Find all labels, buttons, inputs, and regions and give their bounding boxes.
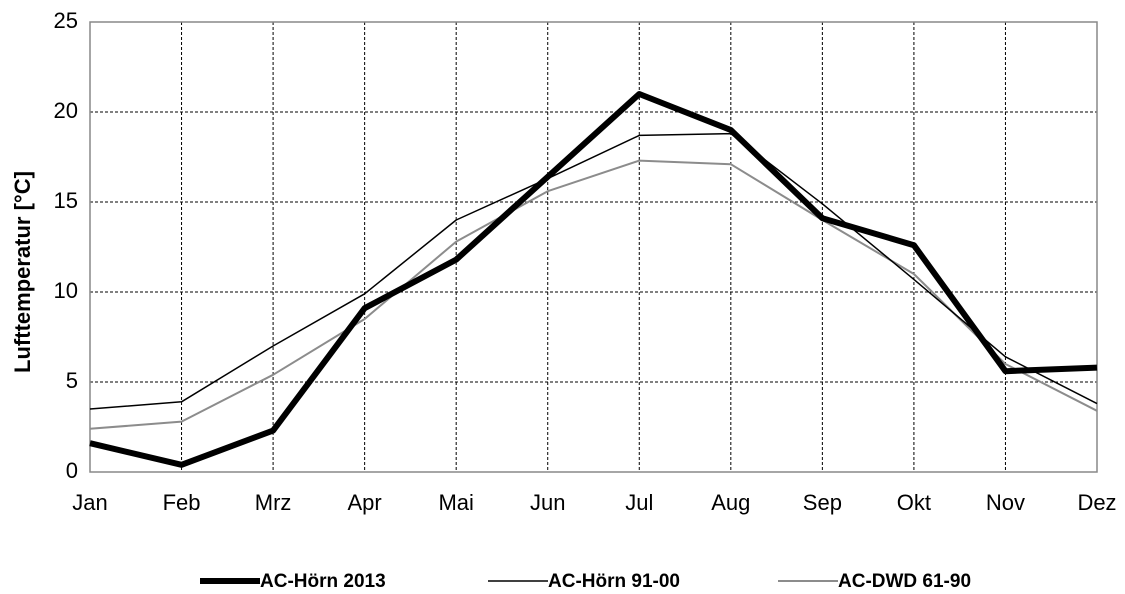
y-tick-label: 5 bbox=[66, 368, 78, 393]
x-tick-label: Sep bbox=[803, 490, 842, 515]
y-tick-label: 15 bbox=[54, 188, 78, 213]
x-tick-label: Mai bbox=[438, 490, 473, 515]
x-tick-label: Jan bbox=[72, 490, 107, 515]
plot-border bbox=[89, 21, 1098, 473]
legend-label: AC-Hörn 2013 bbox=[260, 571, 386, 592]
series-line bbox=[89, 91, 1098, 468]
y-tick-label: 25 bbox=[54, 8, 78, 33]
x-tick-label: Aug bbox=[711, 490, 750, 515]
series-line bbox=[89, 159, 1098, 430]
x-tick-label: Feb bbox=[163, 490, 201, 515]
y-tick-label: 20 bbox=[54, 98, 78, 123]
x-tick-label: Apr bbox=[348, 490, 382, 515]
x-tick-label: Jun bbox=[530, 490, 565, 515]
y-tick-label: 0 bbox=[66, 458, 78, 483]
series-line bbox=[89, 132, 1098, 410]
y-tick-label: 10 bbox=[54, 278, 78, 303]
x-tick-label: Nov bbox=[986, 490, 1025, 515]
legend-label: AC-DWD 61-90 bbox=[838, 571, 971, 592]
x-tick-label: Mrz bbox=[255, 490, 292, 515]
y-axis-label: Lufttemperatur [°C] bbox=[10, 171, 35, 373]
x-tick-label: Dez bbox=[1077, 490, 1116, 515]
x-tick-label: Okt bbox=[897, 490, 931, 515]
x-tick-label: Jul bbox=[625, 490, 653, 515]
legend-label: AC-Hörn 91-00 bbox=[548, 571, 680, 592]
